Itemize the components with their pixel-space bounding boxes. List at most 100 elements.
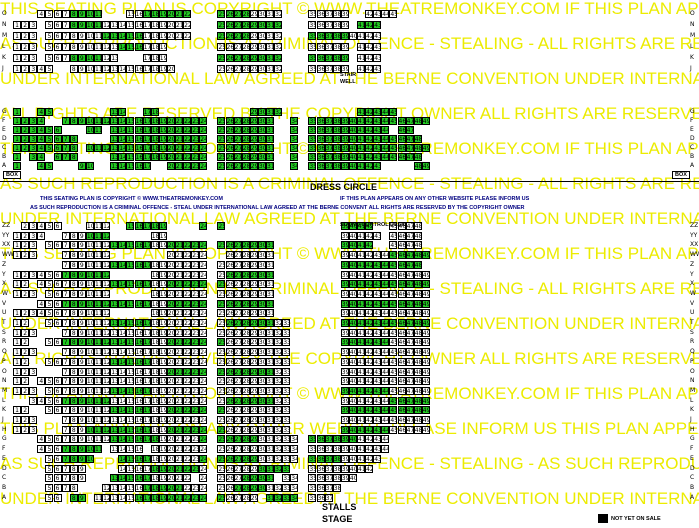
stalls-seat[interactable]: 3 <box>29 231 38 240</box>
stalls-seat[interactable]: 27 <box>233 309 242 318</box>
circle-seat[interactable]: 42 <box>365 108 374 116</box>
stalls-seat[interactable]: 39 <box>340 406 349 415</box>
stalls-seat[interactable]: 15 <box>126 435 135 444</box>
stalls-seat[interactable]: 38 <box>332 454 341 463</box>
stalls-seat[interactable]: 42 <box>365 435 374 444</box>
upper-seat[interactable]: 3 <box>29 65 38 73</box>
stalls-seat[interactable]: 14 <box>118 396 127 405</box>
upper-seat[interactable]: 42 <box>365 10 374 18</box>
stalls-seat[interactable]: 7 <box>61 289 70 298</box>
stalls-seat[interactable]: 33 <box>282 319 291 327</box>
circle-seat[interactable]: 15 <box>126 153 135 161</box>
stalls-seat[interactable]: 29 <box>249 435 258 444</box>
stalls-seat[interactable]: 14 <box>118 386 127 395</box>
stalls-seat[interactable]: 31 <box>266 289 275 298</box>
stalls-seat[interactable]: 24 <box>199 464 208 473</box>
upper-seat[interactable]: 42 <box>365 65 374 73</box>
stalls-seat[interactable]: 12 <box>102 416 111 424</box>
circle-seat[interactable]: 34 <box>290 162 299 170</box>
stalls-seat[interactable]: 30 <box>257 435 266 444</box>
stalls-seat[interactable]: 49 <box>421 425 430 434</box>
circle-seat[interactable]: 20 <box>166 117 175 125</box>
stalls-seat[interactable]: 25 <box>217 416 226 424</box>
stalls-seat[interactable]: 31 <box>266 309 275 318</box>
circle-seat[interactable]: 39 <box>340 117 349 125</box>
stalls-seat[interactable]: 43 <box>373 251 382 260</box>
circle-seat[interactable]: 39 <box>340 153 349 161</box>
stalls-seat[interactable]: 39 <box>340 425 349 434</box>
stalls-seat[interactable]: 37 <box>324 493 333 502</box>
circle-seat[interactable]: 3 <box>29 153 38 161</box>
stalls-seat[interactable]: 40 <box>348 357 357 366</box>
stalls-seat[interactable]: 39 <box>340 299 349 308</box>
stalls-seat[interactable]: 44 <box>381 435 390 444</box>
circle-seat[interactable]: 46 <box>397 117 406 125</box>
stalls-seat[interactable]: 28 <box>241 416 250 424</box>
stalls-seat[interactable]: 26 <box>225 483 234 492</box>
circle-seat[interactable]: 4 <box>37 126 46 134</box>
stalls-seat[interactable]: 21 <box>175 289 184 298</box>
upper-seat[interactable]: 35 <box>308 65 317 73</box>
stalls-seat[interactable]: 11 <box>94 299 103 308</box>
upper-seat[interactable]: 43 <box>373 54 382 62</box>
stalls-seat[interactable]: 10 <box>85 338 94 347</box>
circle-seat[interactable]: 42 <box>365 117 374 125</box>
upper-seat[interactable]: 19 <box>158 54 167 62</box>
stalls-seat[interactable]: 19 <box>158 260 167 269</box>
circle-seat[interactable]: 47 <box>405 144 414 152</box>
stalls-seat[interactable]: 26 <box>225 416 234 424</box>
stalls-seat[interactable]: 8 <box>69 474 78 483</box>
stalls-seat[interactable]: 20 <box>166 396 175 405</box>
stalls-seat[interactable]: 22 <box>183 425 192 434</box>
stalls-seat[interactable]: 16 <box>134 222 143 230</box>
circle-seat[interactable]: 44 <box>381 108 390 116</box>
stalls-seat[interactable]: 30 <box>257 319 266 327</box>
stalls-seat[interactable]: 43 <box>373 406 382 415</box>
stalls-seat[interactable]: 44 <box>381 348 390 357</box>
stalls-seat[interactable]: 25 <box>217 474 226 483</box>
stalls-seat[interactable]: 1 <box>13 377 22 386</box>
stalls-seat[interactable]: 41 <box>357 464 366 473</box>
stalls-seat[interactable]: 6 <box>53 319 62 327</box>
stalls-seat[interactable]: 39 <box>340 241 349 250</box>
stalls-seat[interactable]: 30 <box>257 260 266 269</box>
stalls-seat[interactable]: 14 <box>118 474 127 483</box>
stalls-seat[interactable]: 24 <box>199 416 208 424</box>
upper-seat[interactable]: 39 <box>340 21 349 29</box>
stalls-seat[interactable]: 2 <box>21 251 30 260</box>
stalls-seat[interactable]: 19 <box>158 425 167 434</box>
circle-seat[interactable]: 14 <box>118 126 127 134</box>
stalls-seat[interactable]: 18 <box>150 309 159 318</box>
stalls-seat[interactable]: 39 <box>340 454 349 463</box>
stalls-seat[interactable]: 24 <box>199 406 208 415</box>
circle-seat[interactable]: 11 <box>94 126 103 134</box>
circle-seat[interactable]: 36 <box>316 117 325 125</box>
stalls-seat[interactable]: 19 <box>158 474 167 483</box>
circle-seat[interactable]: 27 <box>233 126 242 134</box>
stalls-seat[interactable]: 49 <box>421 338 430 347</box>
stalls-seat[interactable]: 29 <box>249 396 258 405</box>
stalls-seat[interactable]: 37 <box>324 445 333 454</box>
stalls-seat[interactable]: 48 <box>413 386 422 395</box>
stalls-seat[interactable]: 49 <box>421 396 430 405</box>
stalls-seat[interactable]: 17 <box>142 406 151 415</box>
stalls-seat[interactable]: 15 <box>126 241 135 250</box>
upper-seat[interactable]: 29 <box>249 65 258 73</box>
stalls-seat[interactable]: 8 <box>69 464 78 473</box>
upper-seat[interactable]: 15 <box>126 10 135 18</box>
stalls-seat[interactable]: 35 <box>308 435 317 444</box>
upper-seat[interactable]: 22 <box>183 21 192 29</box>
stalls-seat[interactable]: 2 <box>21 289 30 298</box>
circle-seat[interactable]: 6 <box>53 153 62 161</box>
stalls-seat[interactable]: 23 <box>191 280 200 289</box>
stalls-seat[interactable]: 47 <box>405 319 414 327</box>
circle-seat[interactable]: 34 <box>290 144 299 152</box>
circle-seat[interactable]: 41 <box>357 126 366 134</box>
circle-seat[interactable]: 7 <box>61 144 70 152</box>
circle-seat[interactable]: 43 <box>373 108 382 116</box>
stalls-seat[interactable]: 13 <box>110 425 119 434</box>
stalls-seat[interactable]: 6 <box>53 483 62 492</box>
upper-seat[interactable]: 17 <box>142 21 151 29</box>
stalls-seat[interactable]: 47 <box>405 416 414 424</box>
stalls-seat[interactable]: 24 <box>199 348 208 357</box>
